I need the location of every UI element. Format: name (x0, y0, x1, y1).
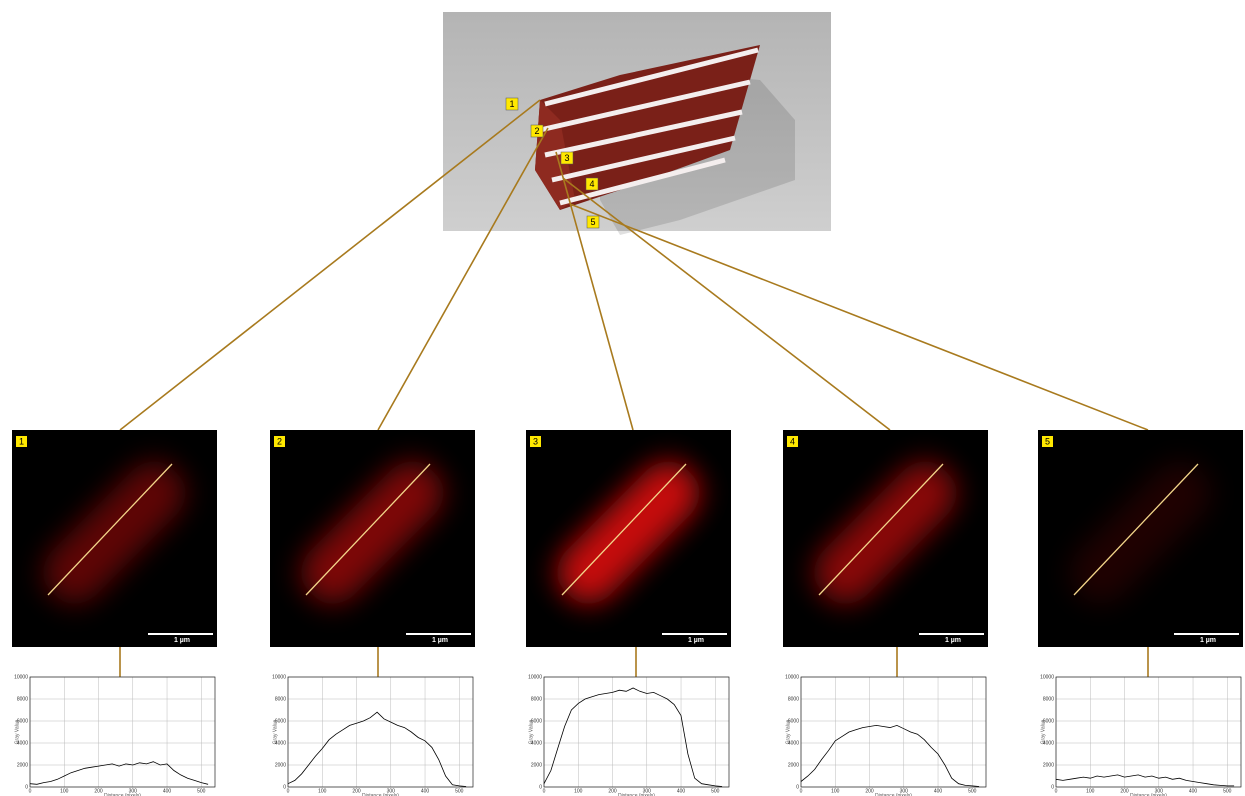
x-tick-label: 100 (574, 788, 583, 794)
callout-label: 2 (534, 126, 539, 136)
figure: 1234511 µm21 µm31 µm41 µm51 µm0200040006… (0, 0, 1245, 796)
x-tick-label: 200 (1120, 788, 1129, 794)
panel-label: 1 (19, 436, 24, 446)
scale-bar-label: 1 µm (174, 637, 190, 644)
x-tick-label: 0 (1055, 788, 1058, 794)
y-axis-label: Gray Value (785, 719, 791, 744)
y-tick-label: 10000 (1040, 674, 1054, 680)
plot-frame (1056, 677, 1241, 787)
panel-label: 4 (790, 436, 795, 446)
callout-label: 3 (564, 153, 569, 163)
y-tick-label: 8000 (1043, 696, 1054, 702)
x-tick-label: 200 (608, 788, 617, 794)
y-axis-label: Gray Value (14, 719, 20, 744)
x-tick-label: 200 (865, 788, 874, 794)
x-tick-label: 100 (60, 788, 69, 794)
x-tick-label: 400 (421, 788, 430, 794)
x-tick-label: 400 (677, 788, 686, 794)
plot-frame (544, 677, 729, 787)
plot-frame (288, 677, 473, 787)
callout-label: 5 (590, 217, 595, 227)
panel-label: 2 (277, 436, 282, 446)
x-tick-label: 100 (1086, 788, 1095, 794)
x-tick-label: 400 (1189, 788, 1198, 794)
x-tick-label: 0 (800, 788, 803, 794)
y-tick-label: 2000 (531, 762, 542, 768)
plot-frame (801, 677, 986, 787)
x-tick-label: 200 (352, 788, 361, 794)
panel-label: 3 (533, 436, 538, 446)
x-tick-label: 200 (94, 788, 103, 794)
x-tick-label: 100 (318, 788, 327, 794)
y-tick-label: 2000 (788, 762, 799, 768)
y-tick-label: 2000 (17, 762, 28, 768)
y-tick-label: 10000 (785, 674, 799, 680)
y-axis-label: Gray Value (1040, 719, 1046, 744)
profile-curve (544, 688, 722, 787)
profile-curve (288, 712, 466, 786)
x-tick-label: 100 (831, 788, 840, 794)
y-tick-label: 2000 (275, 762, 286, 768)
render-image (443, 12, 831, 235)
x-tick-label: 0 (29, 788, 32, 794)
scale-bar-label: 1 µm (945, 637, 961, 644)
x-tick-label: 400 (934, 788, 943, 794)
scale-bar-label: 1 µm (688, 637, 704, 644)
y-tick-label: 2000 (1043, 762, 1054, 768)
x-tick-label: 500 (197, 788, 206, 794)
x-tick-label: 400 (163, 788, 172, 794)
y-tick-label: 10000 (14, 674, 28, 680)
x-tick-label: 500 (968, 788, 977, 794)
panel-label: 5 (1045, 436, 1050, 446)
y-tick-label: 10000 (272, 674, 286, 680)
y-tick-label: 10000 (528, 674, 542, 680)
profile-curve (1056, 775, 1234, 786)
x-tick-label: 0 (543, 788, 546, 794)
scale-bar-label: 1 µm (1200, 637, 1216, 644)
profile-curve (801, 725, 979, 786)
y-axis-label: Gray Value (272, 719, 278, 744)
x-tick-label: 0 (287, 788, 290, 794)
y-axis-label: Gray Value (528, 719, 534, 744)
callout-label: 4 (589, 179, 594, 189)
plot-frame (30, 677, 215, 787)
y-tick-label: 8000 (531, 696, 542, 702)
x-tick-label: 500 (711, 788, 720, 794)
scale-bar-label: 1 µm (432, 637, 448, 644)
y-tick-label: 8000 (17, 696, 28, 702)
x-tick-label: 500 (1223, 788, 1232, 794)
y-tick-label: 8000 (788, 696, 799, 702)
y-tick-label: 8000 (275, 696, 286, 702)
x-tick-label: 500 (455, 788, 464, 794)
callout-label: 1 (509, 99, 514, 109)
